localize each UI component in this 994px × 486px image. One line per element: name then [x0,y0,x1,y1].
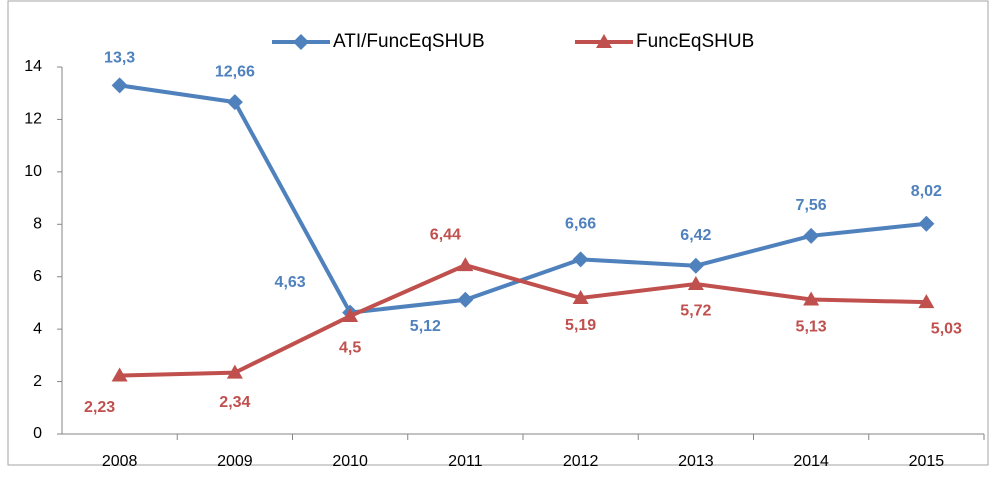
x-tick-label: 2014 [793,453,829,470]
marker [572,251,589,268]
value-label: 4,5 [339,339,361,356]
value-label: 4,63 [275,274,306,291]
x-tick-label: 2012 [563,453,599,470]
legend-label: FuncEqSHUB [636,31,754,52]
y-tick-label: 0 [33,425,42,442]
y-tick-label: 14 [24,58,42,75]
y-tick-label: 12 [24,111,42,128]
marker [596,34,612,48]
x-tick-label: 2015 [909,453,945,470]
marker [457,257,474,272]
value-label: 2,23 [84,399,115,416]
x-tick-label: 2011 [448,453,483,470]
marker [918,294,935,309]
marker [687,276,704,291]
value-label: 5,12 [410,318,441,335]
value-label: 5,72 [680,302,711,319]
value-label: 5,13 [796,319,827,336]
value-label: 12,66 [215,63,255,80]
marker [918,215,935,232]
marker [572,289,589,304]
marker [457,291,474,308]
y-tick-label: 4 [33,320,42,337]
marker [687,257,704,274]
marker [803,291,820,306]
value-label: 13,3 [104,50,135,67]
marker [803,227,820,244]
marker [342,308,359,323]
marker [226,364,243,379]
x-tick-label: 2013 [678,453,714,470]
value-label: 6,44 [430,226,461,243]
legend-label: ATI/FuncEqSHUB [333,31,485,52]
x-tick-label: 2009 [217,453,253,470]
marker [293,34,309,50]
series-line [119,263,927,378]
y-tick-label: 10 [24,163,42,180]
value-label: 5,19 [565,317,596,334]
x-tick-label: 2008 [102,453,138,470]
y-tick-label: 8 [33,216,42,233]
marker [111,77,128,94]
value-label: 6,66 [565,216,596,233]
x-tick-label: 2010 [332,453,368,470]
value-label: 6,42 [680,227,711,244]
y-tick-label: 2 [33,373,42,390]
value-label: 2,34 [219,394,250,411]
value-label: 5,03 [931,320,962,337]
value-label: 8,02 [911,183,942,200]
value-label: 7,56 [796,197,827,214]
marker [111,367,128,382]
marker [226,94,243,111]
y-tick-label: 6 [33,268,42,285]
